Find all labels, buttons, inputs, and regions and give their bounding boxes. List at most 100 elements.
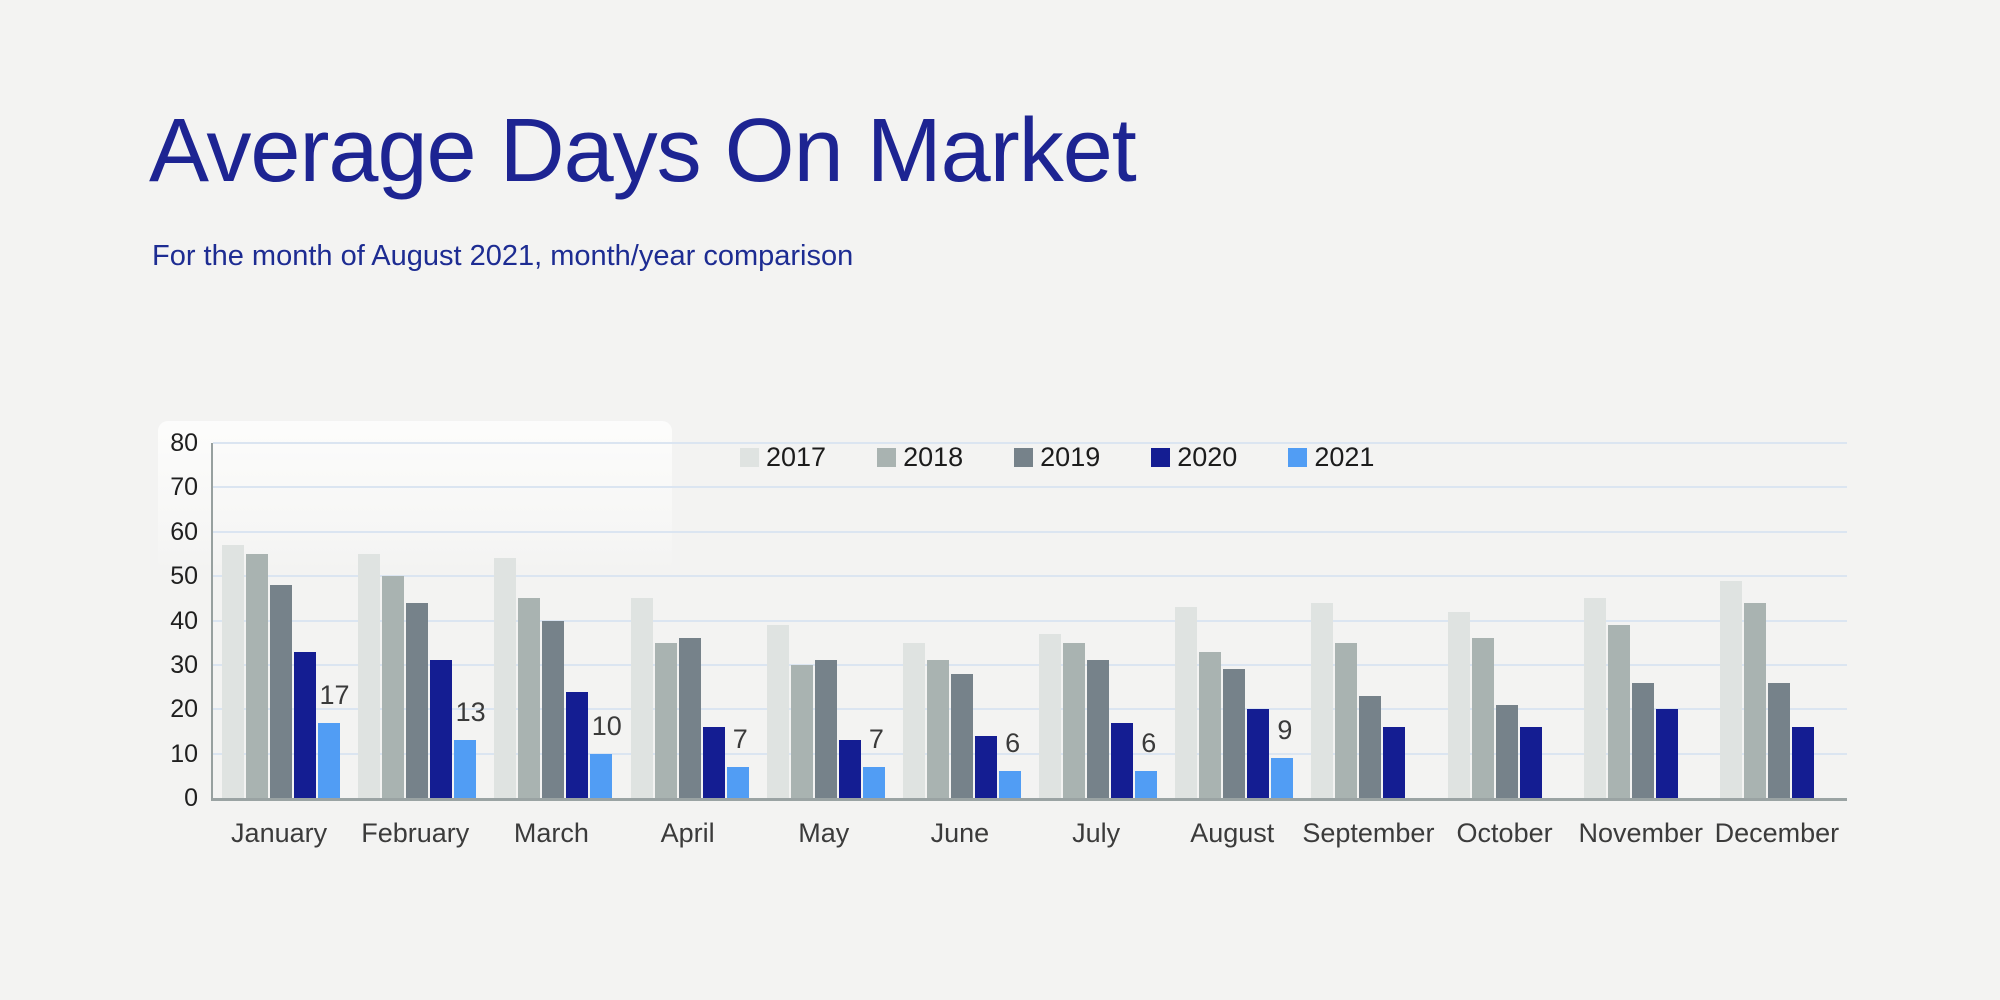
bar-slot xyxy=(1111,443,1134,798)
bar-slot xyxy=(1223,443,1246,798)
bar-slot xyxy=(702,443,725,798)
bar-slot xyxy=(902,443,925,798)
legend-swatch-2021 xyxy=(1288,448,1308,467)
bar-slot xyxy=(766,443,789,798)
legend-item-2020: 2020 xyxy=(1151,444,1237,471)
bar-slot xyxy=(1063,443,1086,798)
bar-2017-january xyxy=(222,545,245,798)
gridline xyxy=(213,752,1847,755)
bar-slot xyxy=(654,443,677,798)
y-axis-tick: 0 xyxy=(184,784,198,812)
bar-2020-january xyxy=(294,651,317,798)
x-axis-label-may: May xyxy=(798,818,850,848)
bar-slot xyxy=(406,443,429,798)
bar-2017-december xyxy=(1719,580,1742,798)
x-axis-label-august: August xyxy=(1190,818,1275,848)
bar-slot xyxy=(790,443,813,798)
bar-slot xyxy=(1471,443,1494,798)
legend-swatch-2018 xyxy=(877,448,897,467)
y-axis-tick: 60 xyxy=(170,517,198,546)
bar-2018-may xyxy=(790,664,813,798)
y-axis-tick: 20 xyxy=(170,695,198,724)
bar-2021-march xyxy=(590,753,613,798)
bar-slot: 13 xyxy=(454,443,486,798)
legend-item-2018: 2018 xyxy=(877,444,963,471)
bar-2019-september xyxy=(1359,695,1382,798)
bar-slot xyxy=(430,443,453,798)
bar-2017-march xyxy=(494,558,517,798)
bar-value-label: 6 xyxy=(1141,728,1157,759)
bar-2019-december xyxy=(1767,682,1790,798)
bar-2018-january xyxy=(246,553,269,798)
bar-group-april: 7 xyxy=(622,443,758,798)
bar-2020-july xyxy=(1111,722,1134,798)
y-axis-tick: 40 xyxy=(170,606,198,635)
bar-slot xyxy=(382,443,405,798)
bar-value-label: 13 xyxy=(455,697,486,728)
bar-slot xyxy=(1407,443,1429,798)
chart-title: Average Days On Market xyxy=(149,101,1137,201)
chart-subtitle: For the month of August 2021, month/year… xyxy=(152,240,854,272)
bar-slot xyxy=(542,443,565,798)
legend-item-2021: 2021 xyxy=(1288,444,1374,471)
legend-swatch-2019 xyxy=(1014,448,1034,467)
legend-item-2017: 2017 xyxy=(740,444,826,471)
bar-2020-february xyxy=(430,660,453,798)
bar-2021-april xyxy=(726,766,749,798)
bar-2021-june xyxy=(998,771,1021,798)
x-axis-label-july: July xyxy=(1072,818,1121,848)
bar-2019-november xyxy=(1631,682,1654,798)
bar-slot xyxy=(270,443,293,798)
bar-2017-february xyxy=(358,553,381,798)
bar-2020-may xyxy=(838,740,861,798)
bar-2019-june xyxy=(950,673,973,798)
bar-slot xyxy=(1767,443,1790,798)
bar-slot: 17 xyxy=(318,443,350,798)
bar-slot xyxy=(630,443,653,798)
x-axis-label-october: October xyxy=(1456,818,1553,848)
bar-2018-december xyxy=(1743,602,1766,798)
bar-2020-march xyxy=(566,691,589,798)
legend-swatch-2020 xyxy=(1151,448,1171,467)
bar-slot xyxy=(1607,443,1630,798)
y-axis-tick: 50 xyxy=(170,562,198,591)
bar-slot xyxy=(950,443,973,798)
legend-label: 2018 xyxy=(903,442,964,472)
bar-slot: 6 xyxy=(1135,443,1158,798)
bar-group-december xyxy=(1711,443,1847,798)
plot-area: 17 13 10 7 7 6 6 9 xyxy=(211,442,1847,801)
chart-legend: 2017 2018 2019 2020 2021 xyxy=(740,444,1374,471)
bar-slot xyxy=(1311,443,1334,798)
bar-slot xyxy=(1719,443,1742,798)
bar-2017-may xyxy=(766,624,789,798)
legend-swatch-2017 xyxy=(740,448,759,467)
gridline xyxy=(213,663,1847,666)
bar-slot xyxy=(494,443,517,798)
bar-slot xyxy=(1447,443,1470,798)
legend-label: 2019 xyxy=(1040,442,1101,472)
y-axis-tick: 10 xyxy=(170,739,198,768)
bar-slot xyxy=(1247,443,1270,798)
bar-slot xyxy=(1544,443,1566,798)
gridline xyxy=(213,575,1847,578)
bar-slot xyxy=(294,443,317,798)
bar-slot xyxy=(1199,443,1222,798)
bar-value-label: 7 xyxy=(868,723,884,754)
bar-slot xyxy=(814,443,837,798)
bar-slot xyxy=(1383,443,1406,798)
x-axis-label-february: February xyxy=(361,818,470,848)
bar-slot xyxy=(678,443,701,798)
bar-slot xyxy=(1039,443,1062,798)
bar-group-february: 13 xyxy=(349,443,486,798)
bar-slot xyxy=(1631,443,1654,798)
bar-slot xyxy=(1335,443,1358,798)
bar-2019-january xyxy=(270,585,293,798)
x-axis-label-june: June xyxy=(930,818,990,848)
bar-2018-march xyxy=(518,598,541,798)
bar-2017-june xyxy=(902,642,925,798)
bar-2021-july xyxy=(1135,771,1158,798)
bar-2018-september xyxy=(1335,642,1358,798)
bar-2017-april xyxy=(630,598,653,798)
x-axis-label-april: April xyxy=(660,818,715,848)
legend-label: 2017 xyxy=(766,442,827,472)
